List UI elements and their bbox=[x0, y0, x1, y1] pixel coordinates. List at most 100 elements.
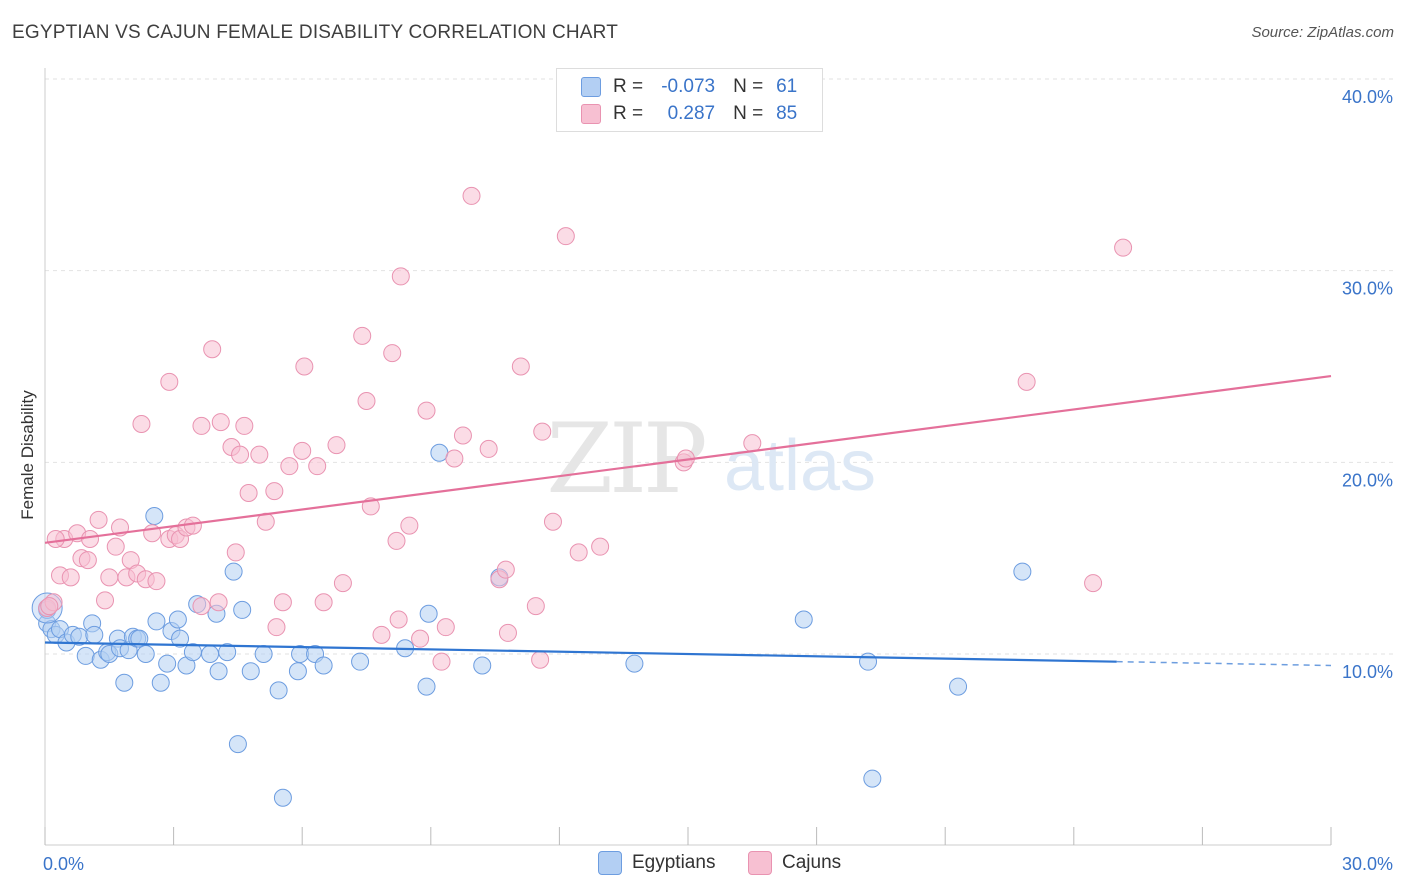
n-label: N = bbox=[733, 103, 764, 124]
cajuns-n-value: 85 bbox=[776, 103, 798, 124]
cajuns-point bbox=[743, 434, 762, 453]
egyptians-r-value: -0.073 bbox=[661, 76, 716, 97]
cajuns-point bbox=[209, 593, 228, 612]
r-label: R = bbox=[613, 76, 644, 97]
cajuns-point bbox=[293, 441, 312, 460]
source-credit: Source: ZipAtlas.com bbox=[1251, 24, 1394, 41]
egyptians-point bbox=[228, 735, 247, 754]
cajuns-point bbox=[203, 340, 222, 359]
cajuns-point bbox=[132, 415, 151, 433]
egyptians-point bbox=[269, 681, 288, 700]
egyptians-swatch bbox=[581, 77, 601, 97]
gridlines bbox=[45, 78, 1393, 655]
cajuns-point bbox=[391, 267, 410, 286]
cajuns-point bbox=[353, 326, 372, 345]
cajuns-point bbox=[389, 610, 408, 629]
egyptians-point bbox=[85, 625, 104, 644]
cajuns-point bbox=[333, 574, 352, 593]
legend-row-egyptians: R = -0.073 N = 61 bbox=[581, 74, 797, 100]
y-tick-label: 10.0% bbox=[1342, 662, 1393, 682]
cajuns-point bbox=[147, 572, 166, 591]
egyptians-point bbox=[115, 673, 134, 692]
tick-labels: 10.0% 20.0% 30.0% 40.0% 0.0% 30.0% bbox=[43, 87, 1393, 874]
axes bbox=[44, 68, 1332, 846]
cajuns-point bbox=[543, 512, 562, 531]
cajuns-point bbox=[531, 650, 550, 669]
egyptians-trend-extension bbox=[1116, 660, 1332, 667]
cajuns-point bbox=[211, 413, 230, 432]
cajuns-point bbox=[432, 652, 451, 671]
cajuns-point bbox=[81, 530, 100, 548]
x-tick-label-min: 0.0% bbox=[43, 854, 84, 874]
egyptians-point bbox=[314, 656, 333, 675]
cajuns-point bbox=[295, 357, 314, 376]
cajuns-point bbox=[239, 484, 258, 502]
cajuns-point bbox=[387, 531, 406, 550]
egyptians-point bbox=[1013, 562, 1032, 581]
cajuns-point bbox=[1114, 238, 1133, 257]
egyptians-point bbox=[430, 443, 449, 462]
cajuns-point bbox=[498, 623, 517, 642]
cajuns-point bbox=[308, 457, 327, 476]
egyptians-point bbox=[151, 673, 170, 692]
cajuns-point bbox=[526, 597, 545, 616]
cajuns-point bbox=[235, 416, 254, 435]
cajuns-point bbox=[78, 551, 97, 570]
series-legend: Egyptians Cajuns bbox=[0, 851, 1406, 879]
cajuns-point bbox=[100, 568, 119, 587]
cajuns-point bbox=[357, 392, 376, 410]
cajuns-point bbox=[40, 597, 59, 616]
cajuns-point bbox=[400, 516, 419, 535]
cajuns-point bbox=[569, 543, 588, 562]
cajuns-point bbox=[267, 618, 286, 637]
legend-item-cajuns: Cajuns bbox=[748, 851, 841, 875]
cajuns-point bbox=[160, 372, 179, 391]
watermark: ZIP atlas bbox=[546, 403, 876, 515]
egyptians-point bbox=[794, 610, 813, 629]
egyptians-point bbox=[417, 677, 436, 696]
cajuns-r-value: 0.287 bbox=[667, 103, 716, 124]
cajuns-point bbox=[273, 593, 292, 612]
cajuns-point bbox=[479, 439, 498, 458]
cajuns-trend-line bbox=[44, 374, 1332, 544]
x-tick-label-max: 30.0% bbox=[1342, 854, 1393, 874]
cajuns-point bbox=[46, 530, 65, 548]
egyptians-point bbox=[625, 654, 644, 673]
egyptians-trend-line bbox=[44, 641, 1117, 663]
cajuns-point bbox=[417, 401, 436, 420]
cajuns-point bbox=[314, 593, 333, 612]
egyptians-point bbox=[254, 645, 273, 663]
cajuns-point bbox=[250, 445, 269, 464]
y-tick-label: 20.0% bbox=[1342, 470, 1393, 490]
cajuns-point bbox=[265, 482, 284, 501]
cajuns-point bbox=[556, 227, 575, 246]
cajuns-point bbox=[453, 426, 472, 445]
cajuns-point bbox=[226, 543, 245, 562]
egyptians-point bbox=[158, 654, 177, 673]
egyptians-legend-swatch bbox=[598, 851, 622, 875]
trend-lines bbox=[44, 374, 1332, 667]
cajuns-point bbox=[445, 449, 464, 468]
cajuns-point bbox=[1084, 574, 1103, 593]
cajuns-legend-swatch bbox=[748, 851, 772, 875]
chart-title: EGYPTIAN VS CAJUN FEMALE DISABILITY CORR… bbox=[12, 22, 619, 43]
egyptians-point bbox=[130, 629, 149, 648]
egyptians-point bbox=[863, 769, 882, 788]
cajuns-point bbox=[511, 357, 530, 376]
legend-item-egyptians: Egyptians bbox=[598, 851, 715, 875]
y-tick-label: 40.0% bbox=[1342, 87, 1393, 107]
egyptians-point bbox=[218, 643, 237, 662]
cajuns-point bbox=[591, 537, 610, 556]
egyptians-point bbox=[273, 788, 292, 807]
egyptians-n-value: 61 bbox=[776, 76, 798, 97]
egyptians-point bbox=[859, 652, 878, 671]
cajuns-point bbox=[280, 457, 299, 476]
cajuns-point bbox=[496, 560, 515, 579]
egyptians-legend-label: Egyptians bbox=[632, 852, 716, 873]
cajuns-point bbox=[89, 510, 108, 529]
r-label: R = bbox=[613, 103, 644, 124]
cajuns-point bbox=[533, 422, 552, 441]
correlation-legend: R = -0.073 N = 61 R = 0.287 N = 85 bbox=[556, 68, 823, 132]
cajuns-point bbox=[231, 445, 250, 464]
